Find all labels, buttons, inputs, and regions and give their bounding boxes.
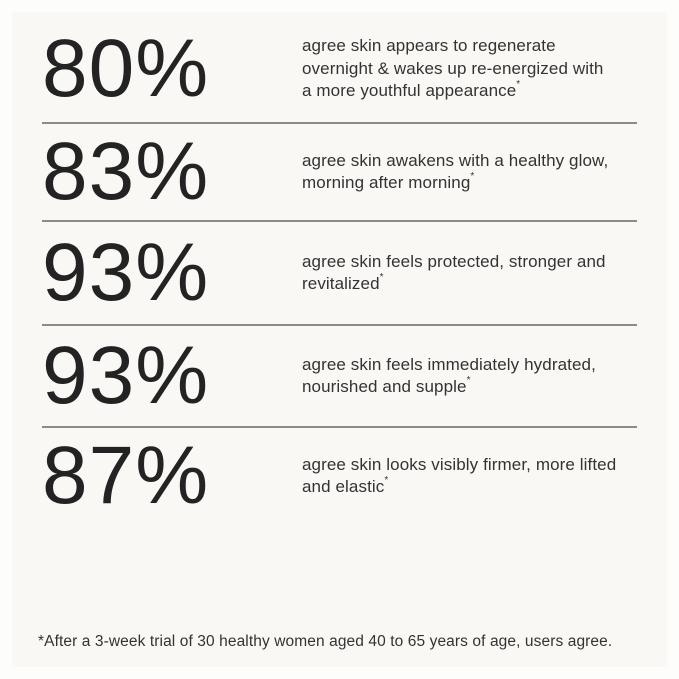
stat-percent: 80% — [42, 23, 210, 114]
stat-percent: 83% — [42, 126, 210, 217]
footnote-marker: * — [466, 375, 471, 386]
stat-percent: 87% — [42, 430, 210, 521]
stat-claim: agree skin feels protected, stronger and… — [302, 251, 667, 296]
stat-row: 80% agree skin appears to regenerate ove… — [12, 12, 667, 122]
footnote-marker: * — [384, 475, 389, 486]
footnote-marker: * — [470, 171, 475, 182]
stat-claim: agree skin awakens with a healthy glow, … — [302, 150, 667, 195]
stat-row: 93% agree skin feels protected, stronger… — [12, 222, 667, 324]
stat-row: 83% agree skin awakens with a healthy gl… — [12, 124, 667, 220]
divider — [42, 122, 637, 124]
divider — [42, 324, 637, 326]
stat-claim: agree skin looks visibly firmer, more li… — [302, 454, 667, 499]
stats-list: 80% agree skin appears to regenerate ove… — [12, 12, 667, 524]
stat-row: 87% agree skin looks visibly firmer, mor… — [12, 428, 667, 524]
footnote-marker: * — [516, 79, 521, 91]
stat-claim-text: agree skin feels immediately hydrated, n… — [302, 354, 596, 396]
stat-claim-text: agree skin feels protected, stronger and… — [302, 251, 606, 293]
stat-percent: 93% — [42, 330, 210, 421]
divider — [42, 426, 637, 428]
stat-claim-text: agree skin awakens with a healthy glow, … — [302, 150, 609, 192]
stat-claim-text: agree skin appears to regenerate overnig… — [302, 36, 604, 101]
stat-claim: agree skin feels immediately hydrated, n… — [302, 354, 667, 399]
stat-percent: 93% — [42, 227, 210, 318]
footnote-marker: * — [379, 272, 384, 283]
stat-claim-text: agree skin looks visibly firmer, more li… — [302, 454, 617, 496]
stat-row: 93% agree skin feels immediately hydrate… — [12, 326, 667, 426]
stat-claim: agree skin appears to regenerate overnig… — [302, 35, 667, 102]
divider — [42, 220, 637, 222]
trial-footnote: *After a 3-week trial of 30 healthy wome… — [38, 633, 613, 650]
